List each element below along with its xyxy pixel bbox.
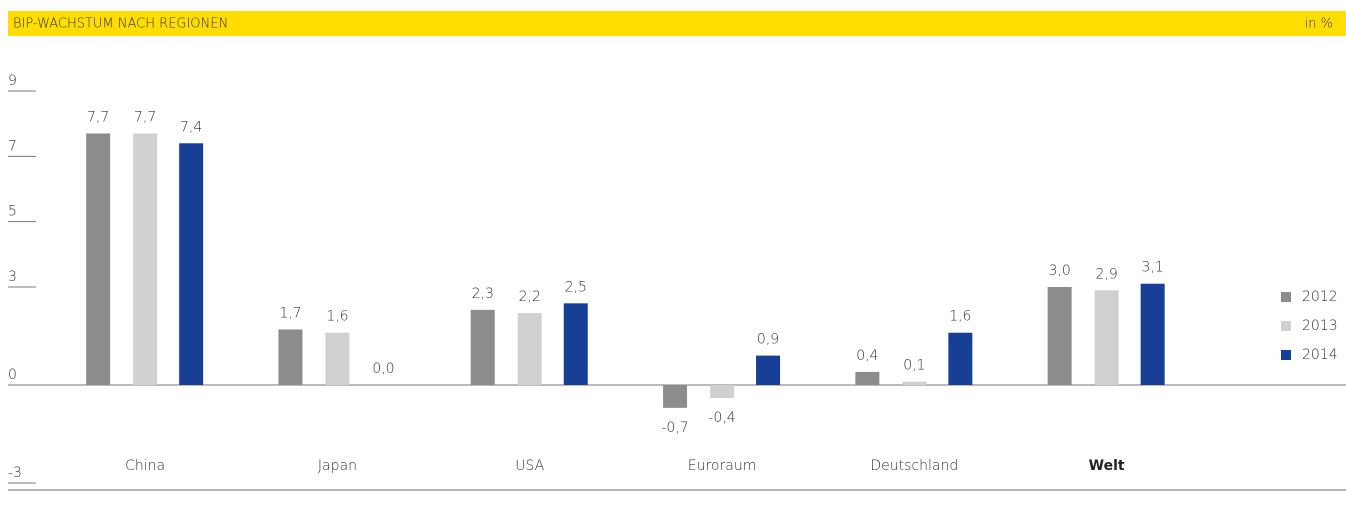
x-tick-label: Japan [318, 458, 357, 474]
bar [1094, 290, 1119, 385]
x-tick-label: USA [515, 458, 544, 474]
bar [563, 303, 588, 385]
y-tick-label: 9 [8, 73, 17, 89]
bar [86, 133, 111, 385]
bar [133, 133, 158, 385]
value-label: 2,5 [565, 279, 587, 295]
bar [325, 332, 350, 385]
header-bar [8, 11, 1346, 36]
value-label: 1,6 [949, 309, 971, 325]
bar [1047, 287, 1072, 385]
bar [278, 329, 303, 385]
unit-label: in % [1305, 17, 1333, 32]
value-label: 3,1 [1142, 260, 1164, 276]
value-label: 7,7 [87, 109, 109, 125]
value-label: 0,1 [903, 358, 925, 374]
y-tick-label: 7 [8, 138, 17, 154]
value-label: 0,4 [856, 348, 878, 364]
value-label: 2,9 [1096, 266, 1118, 282]
bar [179, 143, 204, 385]
value-label: 0,0 [372, 361, 394, 377]
bar [517, 313, 542, 385]
legend-swatch [1281, 350, 1291, 360]
value-label: 1,7 [279, 305, 301, 321]
bar [855, 371, 880, 385]
bar [1140, 283, 1165, 385]
value-label: 0,9 [757, 332, 779, 348]
value-label: -0,7 [661, 420, 688, 436]
x-tick-label: Euroraum [688, 458, 757, 474]
value-label: 3,0 [1049, 263, 1071, 279]
legend-label: 2012 [1302, 289, 1338, 305]
x-tick-label: Welt [1089, 458, 1125, 474]
value-label: -0,4 [708, 410, 735, 426]
value-label: 2,3 [472, 286, 494, 302]
bar [663, 385, 688, 408]
legend-label: 2013 [1302, 318, 1338, 334]
value-label: 2,2 [519, 289, 541, 305]
bar [948, 332, 973, 385]
y-tick-label: 0 [8, 367, 17, 383]
legend-swatch [1281, 321, 1291, 331]
x-tick-label: Deutschland [870, 458, 958, 474]
x-tick-label: China [125, 458, 165, 474]
value-label: 1,6 [326, 309, 348, 325]
chart-title: BIP-WACHSTUM NACH REGIONEN [13, 17, 228, 32]
bar [756, 355, 781, 385]
value-label: 7,4 [180, 119, 202, 135]
legend-label: 2014 [1302, 347, 1338, 363]
legend-swatch [1281, 292, 1291, 302]
y-tick-label: 5 [8, 204, 17, 220]
value-label: 7,7 [134, 109, 156, 125]
bar [710, 385, 735, 399]
y-tick-label: -3 [8, 465, 22, 481]
bar [470, 309, 495, 385]
y-tick-label: 3 [8, 269, 17, 285]
bar [902, 381, 927, 385]
